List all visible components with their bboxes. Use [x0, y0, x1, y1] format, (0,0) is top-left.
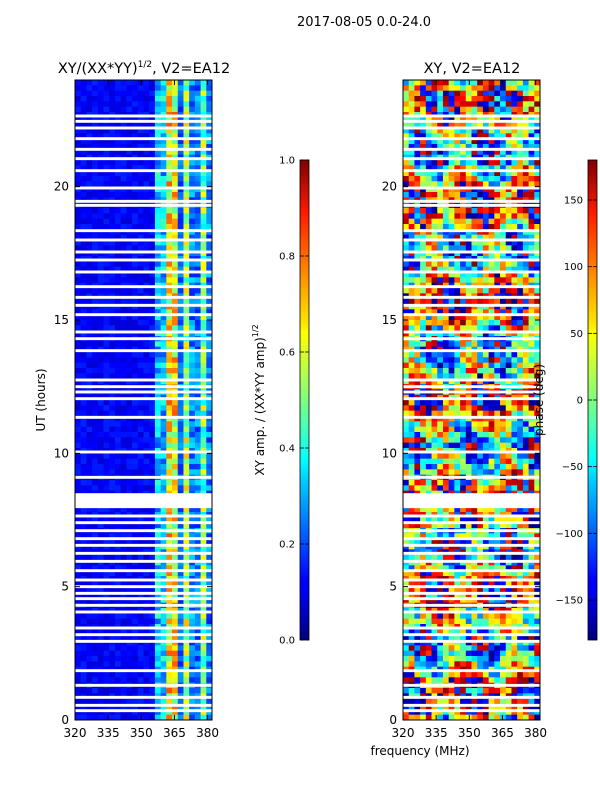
colorbar-tick-label: 0.2: [279, 540, 295, 551]
x-tick-label: 320: [64, 726, 87, 740]
amplitude-colorbar-label-prefix: XY amp. / (XX*YY amp): [253, 337, 267, 475]
colorbar-tick-label: 0.6: [279, 348, 295, 359]
amplitude-colorbar: [299, 159, 310, 641]
right-axes: 320 335 350 365 380 0 5 10 15 20: [382, 80, 547, 740]
y-tick-label: 0: [61, 713, 69, 727]
colorbar-tick-label: 0.8: [279, 252, 295, 263]
colorbar-tick-label: 100: [564, 262, 583, 273]
left-title-suffix: , V2=EA12: [152, 61, 230, 77]
colorbar-tick-label: −150: [556, 596, 583, 607]
colorbar-tick-label: 1.0: [279, 156, 295, 167]
x-tick-label: 365: [491, 726, 514, 740]
colorbar-tick-label: −100: [556, 529, 583, 540]
x-tick-label: 350: [458, 726, 481, 740]
y-tick-label: 15: [54, 313, 69, 327]
colorbar-tick-label: 0.0: [279, 636, 295, 647]
left-heatmap: [75, 80, 213, 721]
left-panel-title: XY/(XX*YY)1/2, V2=EA12: [58, 60, 230, 77]
y-axis-label: UT (hours): [34, 368, 48, 431]
colorbar-tick-label: 50: [570, 329, 583, 340]
y-tick-label: 20: [382, 180, 397, 194]
y-tick-label: 15: [382, 313, 397, 327]
y-tick-label: 10: [382, 446, 397, 460]
x-tick-label: 380: [524, 726, 547, 740]
x-tick-label: 380: [196, 726, 219, 740]
amplitude-colorbar-label: XY amp. / (XX*YY amp)1/2: [251, 324, 267, 475]
y-tick-label: 5: [61, 580, 69, 594]
figure-title: 2017-08-05 0.0-24.0: [297, 15, 431, 30]
y-tick-label: 10: [54, 446, 69, 460]
y-tick-label: 20: [54, 180, 69, 194]
x-tick-label: 335: [97, 726, 120, 740]
y-tick-label: 0: [389, 713, 397, 727]
left-title-exponent: 1/2: [138, 60, 152, 70]
phase-colorbar-label: phase (deg): [532, 364, 546, 436]
left-plot-frame: [74, 79, 213, 721]
colorbar-tick-label: −50: [562, 462, 583, 473]
right-plot-frame: [402, 79, 541, 721]
x-tick-label: 320: [392, 726, 415, 740]
x-axis-label: frequency (MHz): [370, 744, 469, 758]
y-tick-label: 5: [389, 580, 397, 594]
colorbar-tick-label: 0.4: [279, 444, 295, 455]
x-tick-label: 350: [130, 726, 153, 740]
amplitude-colorbar-ticks: 0.0 0.2 0.4 0.6 0.8 1.0: [279, 156, 309, 647]
left-axes: 320 335 350 365 380 0 5 10 15 20: [54, 80, 219, 740]
left-title-prefix: XY/(XX*YY): [58, 61, 138, 77]
right-panel-title: XY, V2=EA12: [424, 61, 521, 77]
colorbar-tick-label: 150: [564, 196, 583, 207]
x-tick-label: 335: [425, 726, 448, 740]
amplitude-colorbar-label-exponent: 1/2: [251, 324, 260, 337]
phase-colorbar-ticks: 150 100 50 0 −50 −100 −150: [556, 196, 597, 607]
right-heatmap: [403, 80, 541, 721]
x-tick-label: 365: [163, 726, 186, 740]
colorbar-tick-label: 0: [577, 396, 583, 407]
